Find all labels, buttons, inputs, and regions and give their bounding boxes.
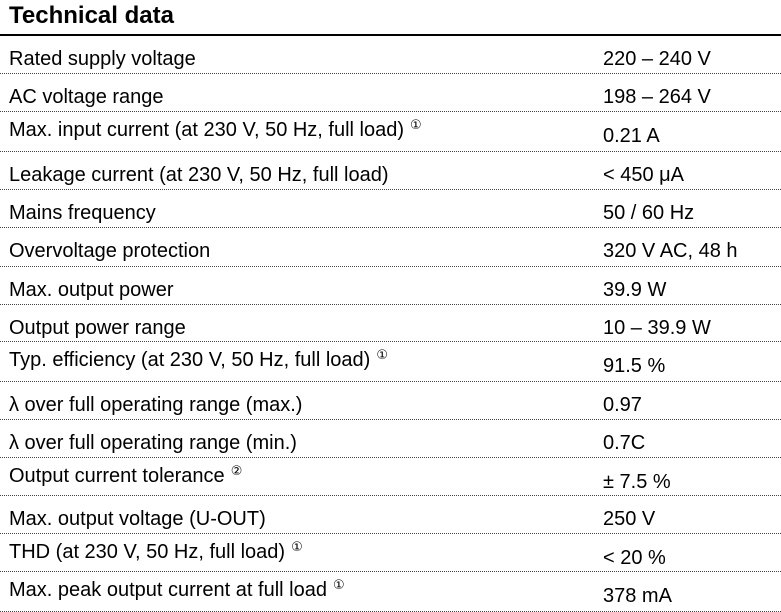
footnote-marker: ① [376, 347, 388, 362]
row-label: Mains frequency [9, 202, 156, 224]
table-row: THD (at 230 V, 50 Hz, full load) ① < 20 % [0, 534, 781, 572]
table-row: Mains frequency 50 / 60 Hz [0, 190, 781, 228]
footnote-marker: ① [291, 539, 303, 554]
table-row: Rated supply voltage 220 – 240 V [0, 36, 781, 74]
row-label: λ over full operating range (max.) [9, 394, 303, 416]
page-title: Technical data [9, 2, 174, 29]
row-value: 50 / 60 Hz [603, 202, 695, 224]
row-label-text: THD (at 230 V, 50 Hz, full load) [9, 541, 286, 563]
footnote-marker: ① [332, 577, 345, 592]
table-row: Max. output voltage (U-OUT) 250 V [0, 496, 781, 534]
row-value: 91.5 % [603, 355, 666, 377]
row-value: 320 V AC, 48 h [603, 240, 738, 262]
row-value: 39.9 W [603, 279, 667, 301]
row-label: Output power range [9, 317, 186, 339]
table-row: Typ. efficiency (at 230 V, 50 Hz, full l… [0, 342, 781, 382]
table-row: AC voltage range 198 – 264 V [0, 74, 781, 112]
table-row: λ over full operating range (max.) 0.97 [0, 382, 781, 420]
row-value: 0.21 A [603, 125, 660, 147]
row-value: 198 – 264 V [603, 86, 711, 108]
table-row: Max. input current (at 230 V, 50 Hz, ful… [0, 112, 781, 152]
row-label: Max. output power [9, 279, 174, 301]
table-row: Max. output power 39.9 W [0, 267, 781, 305]
row-value: 10 – 39.9 W [603, 317, 711, 339]
row-value: 0.97 [603, 394, 642, 416]
row-value: 0.7C [603, 432, 646, 454]
row-value: 250 V [603, 508, 656, 530]
row-value: < 450 μA [603, 164, 685, 186]
row-label: AC voltage range [9, 86, 164, 108]
row-label-text: Typ. efficiency (at 230 V, 50 Hz, full l… [9, 349, 371, 371]
table-row: Output current tolerance ② ± 7.5 % [0, 458, 781, 496]
row-label-text: Max. input current (at 230 V, 50 Hz, ful… [9, 119, 405, 141]
footnote-marker: ① [410, 117, 422, 132]
row-label: Max. input current (at 230 V, 50 Hz, ful… [9, 117, 422, 142]
row-value: 378 mA [603, 585, 672, 607]
row-label: Rated supply voltage [9, 48, 196, 70]
table-row: Max. peak output current at full load ① 3… [0, 572, 781, 612]
table-row: λ over full operating range (min.) 0.7C [0, 420, 781, 458]
table-row: Output power range 10 – 39.9 W [0, 305, 781, 342]
technical-data-table: Rated supply voltage 220 – 240 V AC volt… [0, 36, 781, 612]
row-label-text: Max. peak output current at full load [9, 579, 327, 601]
row-label: Output current tolerance ② [9, 463, 243, 488]
table-row: Leakage current (at 230 V, 50 Hz, full l… [0, 152, 781, 190]
row-label: THD (at 230 V, 50 Hz, full load) ① [9, 539, 303, 564]
row-label: Max. output voltage (U-OUT) [9, 508, 266, 530]
row-label: λ over full operating range (min.) [9, 432, 297, 454]
row-label: Overvoltage protection [9, 240, 211, 262]
row-label: Typ. efficiency (at 230 V, 50 Hz, full l… [9, 347, 388, 372]
row-value: < 20 % [603, 547, 666, 569]
title-divider [0, 34, 781, 36]
footnote-marker: ② [230, 463, 243, 478]
table-row: Overvoltage protection 320 V AC, 48 h [0, 228, 781, 267]
row-label: Max. peak output current at full load ① [9, 577, 345, 602]
row-label: Leakage current (at 230 V, 50 Hz, full l… [9, 164, 389, 186]
row-label-text: Output current tolerance [9, 465, 225, 487]
row-value: ± 7.5 % [603, 471, 671, 493]
row-value: 220 – 240 V [603, 48, 711, 70]
